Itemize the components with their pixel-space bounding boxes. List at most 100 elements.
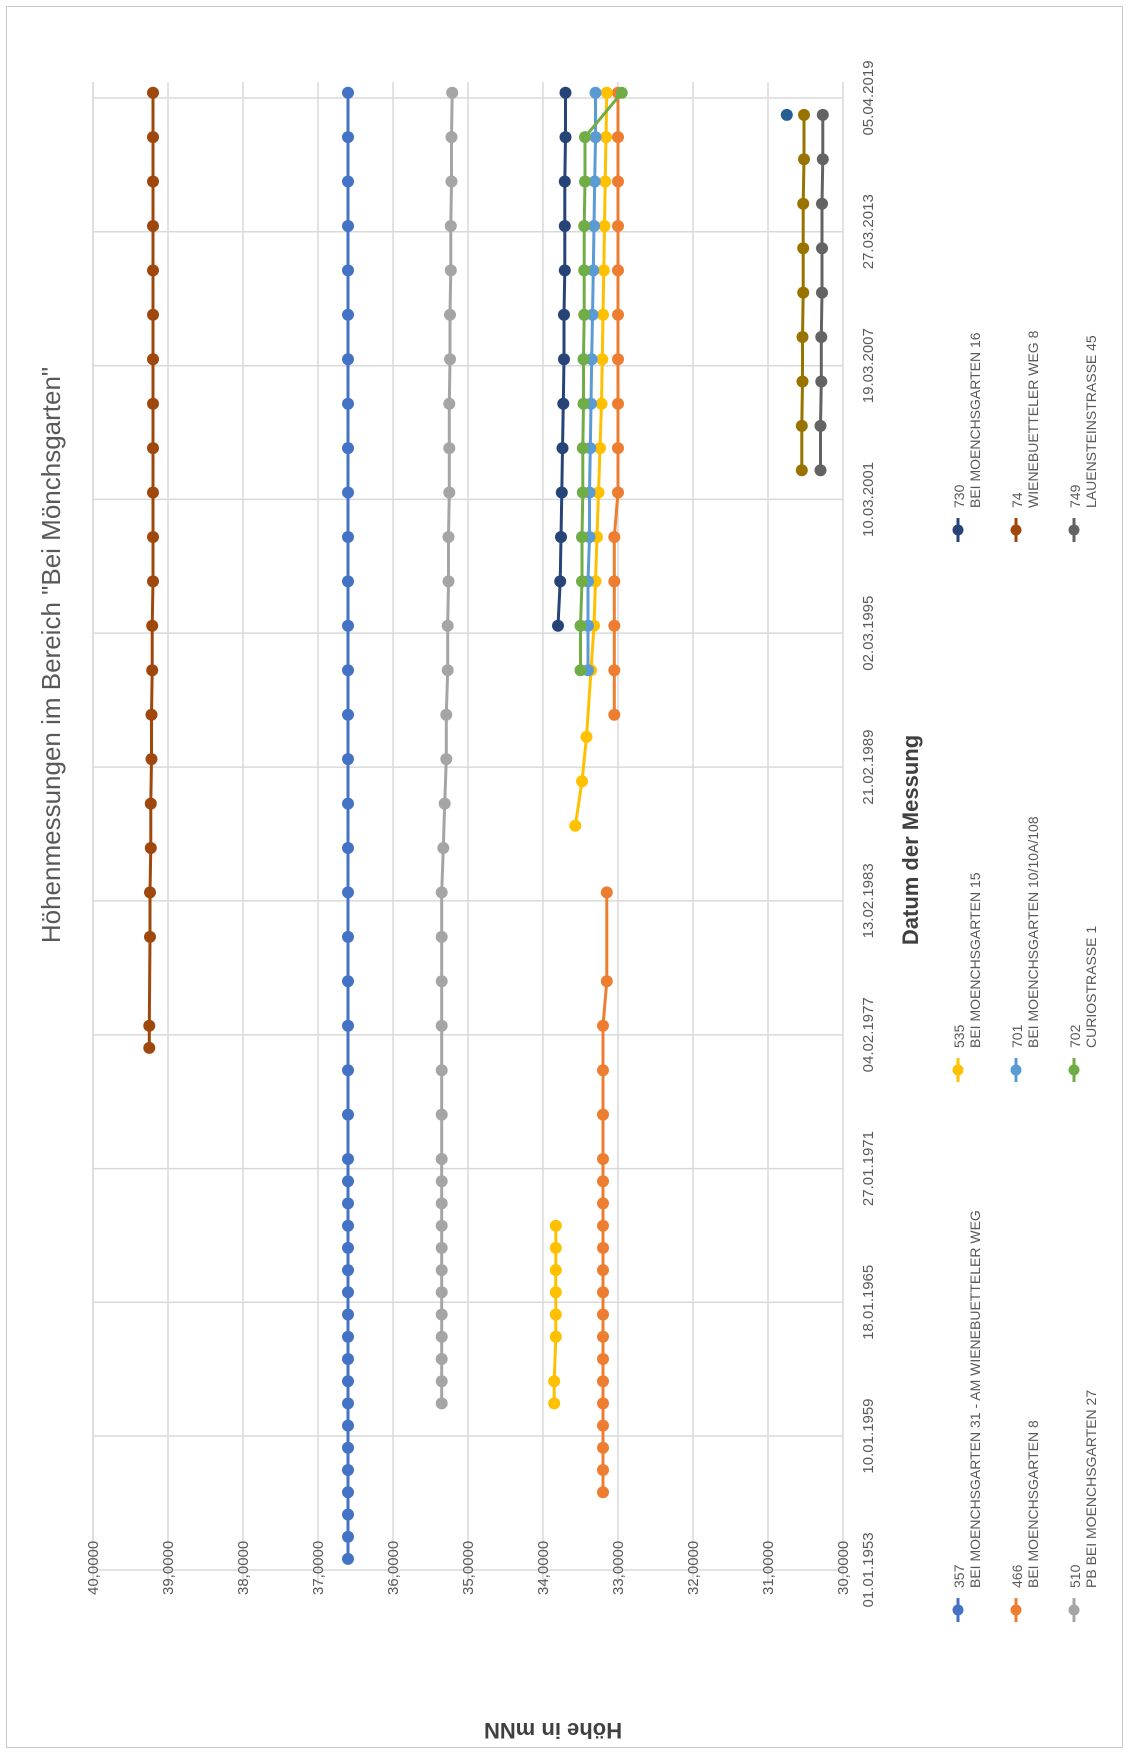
data-point [342,1286,354,1299]
data-point [589,86,602,99]
data-point [342,930,354,943]
data-point [608,531,621,543]
value-tick-label: 37,0000 [310,1541,327,1595]
data-point [144,930,156,943]
legend-swatch-marker [1068,524,1080,536]
legend-code: 730 [951,484,967,508]
data-point [435,1397,448,1410]
data-point [342,1441,354,1454]
data-point [578,264,591,277]
data-point [555,531,567,543]
data-point [147,531,159,543]
data-point [574,664,587,677]
legend-label: BEI MOENCHSGARTEN 15 [967,872,983,1048]
series-layer [143,86,829,1565]
data-point [342,1019,354,1032]
data-point [797,242,810,255]
value-tick-label: 31,0000 [760,1541,777,1595]
data-point [577,353,590,366]
legend-label: BEI MOENCHSGARTEN 10/10A/108 [1025,816,1041,1048]
data-point [597,1308,609,1321]
legend-code: 74 [1009,492,1025,508]
legend-code: 510 [1067,1564,1083,1588]
data-point [594,442,606,455]
data-point [608,708,621,721]
data-point [441,664,454,677]
data-point [342,1264,354,1277]
date-tick-label: 18.01.1965 [860,1265,877,1340]
data-point [597,1375,609,1388]
data-point [796,375,809,388]
data-point [437,842,450,854]
legend-label: WIENEBUETTELER WEG 8 [1025,330,1041,508]
data-point [588,220,600,232]
data-point [143,1019,156,1032]
legend-code: 702 [1067,1024,1083,1048]
data-point [444,220,457,232]
data-point [435,975,448,988]
data-point [577,397,590,410]
legend-swatch-marker [952,1604,964,1616]
legend-label: LAUENSTEINSTRASSE 45 [1083,335,1099,508]
series-702 [574,86,628,677]
data-point [780,108,793,121]
data-point [438,797,451,810]
data-point [597,1153,609,1165]
data-point [596,353,609,366]
data-point [558,264,571,277]
data-point [435,1108,448,1121]
data-point [814,464,827,477]
data-point [147,575,159,588]
value-tick-label: 35,0000 [460,1541,477,1595]
data-point [342,975,354,988]
data-point [597,1441,609,1454]
data-point [558,175,571,188]
legend-swatch-marker [1068,1064,1080,1076]
data-point [440,753,453,766]
data-point [446,86,459,99]
data-point [443,486,456,499]
data-point [552,619,564,632]
data-point [612,264,624,277]
data-point [615,86,628,99]
data-point [342,1375,354,1388]
data-point [342,1175,354,1188]
data-point [342,842,354,854]
data-point [147,442,159,455]
data-point [612,486,624,499]
data-point [144,842,157,854]
value-tick-label: 34,0000 [535,1541,552,1595]
data-point [435,1019,448,1032]
data-point [342,886,354,899]
data-point [597,1286,609,1299]
grid-layer [92,82,844,1585]
series-line [586,92,597,671]
date-tick-label: 10.03.2001 [860,462,877,537]
data-point [342,1219,354,1232]
legend-code: 701 [1009,1024,1025,1048]
series-357 [342,86,354,1565]
data-point [147,353,159,366]
data-point [612,353,624,366]
data-point [342,1241,354,1254]
legend-entry-749: 749 LAUENSTEINSTRASSE 45 [1067,335,1099,542]
data-point [342,753,354,766]
legend-label: BEI MOENCHSGARTEN 31 - AM WIENEBUETTELER… [967,1210,983,1588]
data-point [554,575,567,588]
data-point [435,1330,448,1343]
date-tick-label: 10.01.1959 [860,1399,877,1474]
legend-label: CURIOSTRASSE 1 [1083,926,1099,1048]
data-point [342,353,354,366]
data-point [342,1153,354,1165]
series-535 [548,86,613,1410]
data-point [597,1486,609,1499]
data-point [558,353,570,366]
chart-title: Höhenmessungen im Bereich "Bei Mönchsgar… [36,367,66,943]
legend-layer: 357 BEI MOENCHSGARTEN 31 - AM WIENEBUETTE… [951,330,1099,1622]
value-tick-label: 39,0000 [160,1541,177,1595]
data-point [435,1153,448,1165]
data-point [796,331,809,343]
data-point [576,775,588,788]
data-point [441,619,454,632]
data-point [576,575,588,588]
